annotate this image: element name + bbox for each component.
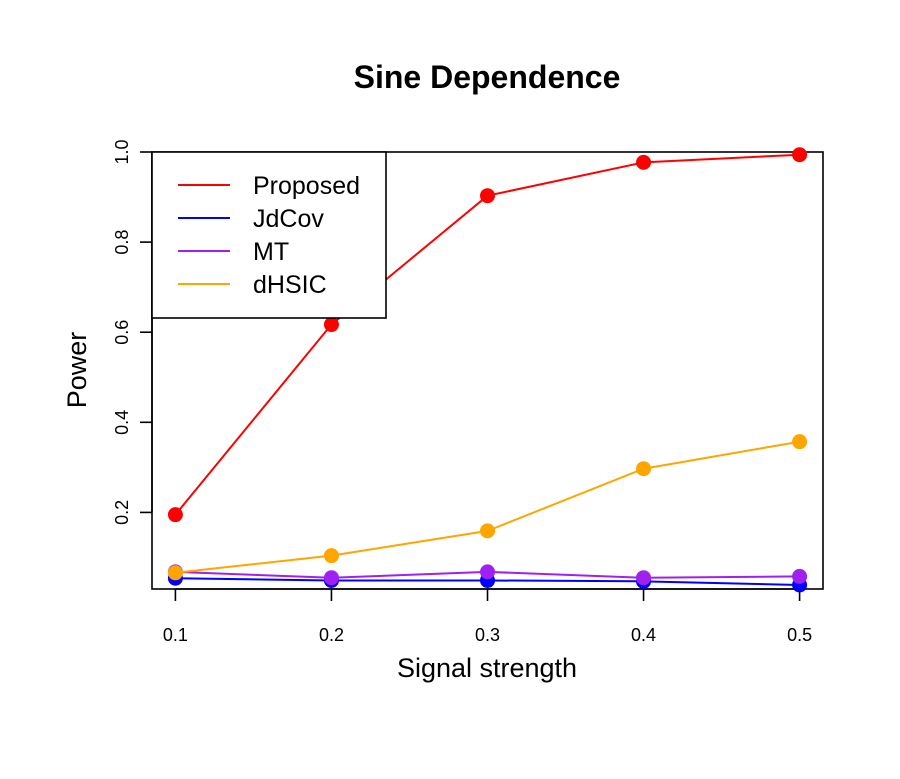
series-line-dhsic <box>175 440 800 574</box>
legend: Proposed JdCov MT dHSIC <box>151 151 387 319</box>
legend-label-jdcov: JdCov <box>253 205 324 233</box>
y-tick-label: 1.0 <box>112 139 132 164</box>
data-point-dhsic <box>636 461 652 477</box>
x-tick-label: 0.1 <box>163 625 188 645</box>
y-tick-label: 0.4 <box>112 410 132 435</box>
y-tick-label: 0.2 <box>112 500 132 525</box>
chart-title: Sine Dependence <box>354 59 621 95</box>
data-point-proposed <box>323 317 339 333</box>
legend-label-proposed: Proposed <box>253 172 360 200</box>
data-point-proposed <box>792 147 808 163</box>
data-point-mt <box>636 570 652 586</box>
legend-box <box>151 151 387 319</box>
y-tick-label: 0.8 <box>112 230 132 255</box>
x-tick-label: 0.5 <box>787 625 812 645</box>
x-tick-label: 0.3 <box>475 625 500 645</box>
data-point-dhsic <box>792 434 808 450</box>
data-point-dhsic <box>323 548 339 564</box>
y-tick-label: 0.6 <box>112 320 132 345</box>
data-point-proposed <box>636 154 652 170</box>
y-axis: 0.2 0.4 0.6 0.8 1.0 <box>112 139 153 525</box>
x-tick-label: 0.4 <box>631 625 656 645</box>
x-tick-label: 0.2 <box>319 625 344 645</box>
data-point-mt <box>480 564 495 580</box>
data-point-proposed <box>167 507 183 523</box>
data-point-mt <box>792 568 808 584</box>
x-axis-label: Signal strength <box>397 653 577 683</box>
legend-label-mt: MT <box>253 238 289 266</box>
data-point-dhsic <box>480 523 495 539</box>
series-layer <box>167 147 808 593</box>
data-point-proposed <box>480 188 495 204</box>
data-point-mt <box>323 570 339 586</box>
y-axis-label: Power <box>62 332 92 409</box>
x-axis: 0.1 0.2 0.3 0.4 0.5 <box>163 588 812 645</box>
legend-label-dhsic: dHSIC <box>253 271 327 299</box>
data-point-dhsic <box>167 565 183 581</box>
